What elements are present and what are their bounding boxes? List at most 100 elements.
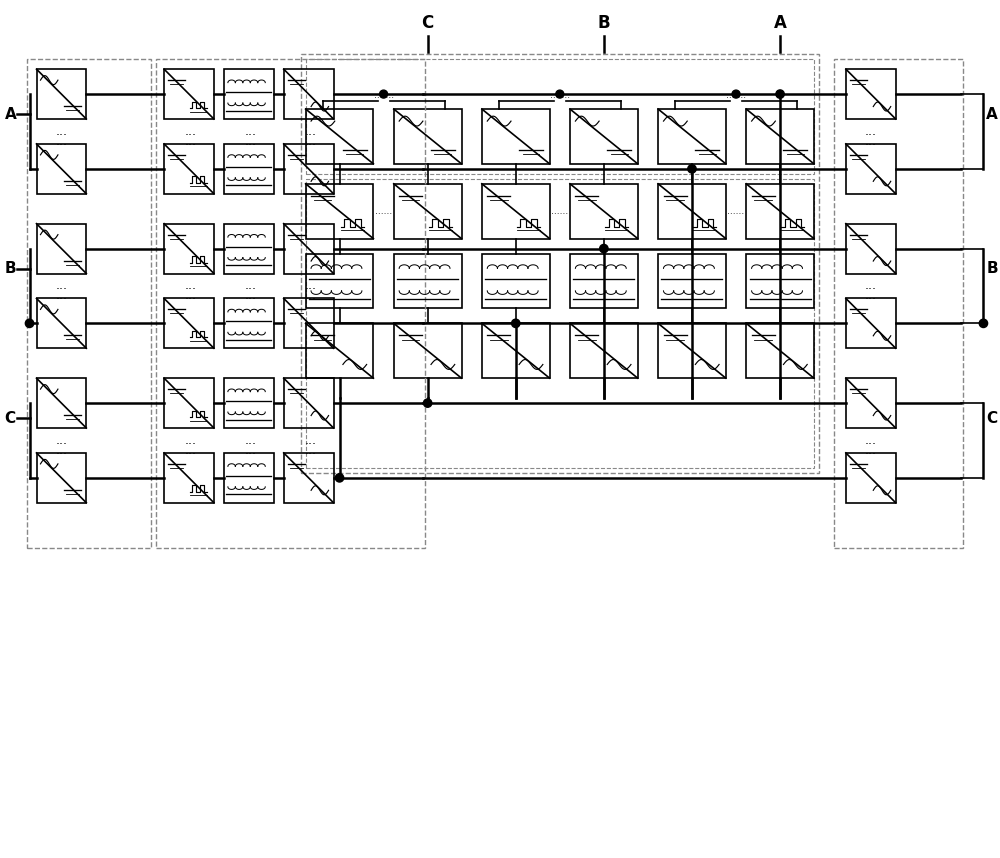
Bar: [284, 224, 334, 274]
Text: ...: ...: [305, 280, 317, 293]
Bar: [846, 378, 896, 428]
Text: B: B: [598, 15, 610, 33]
Text: ...: ...: [245, 280, 257, 293]
Text: ...: ...: [55, 444, 67, 457]
Text: ...: ...: [865, 434, 877, 447]
Text: ...: ...: [185, 434, 197, 447]
Bar: [164, 299, 214, 348]
Text: ...: ...: [305, 444, 317, 457]
Text: ...: ...: [865, 444, 877, 457]
Bar: [482, 109, 550, 164]
Circle shape: [25, 319, 34, 328]
Text: ...: ...: [55, 280, 67, 293]
Text: ...: ...: [185, 289, 197, 302]
Text: A: A: [986, 106, 998, 122]
Bar: [570, 184, 638, 239]
Bar: [306, 254, 373, 308]
Bar: [746, 109, 814, 164]
Text: ...: ...: [305, 434, 317, 447]
Bar: [284, 378, 334, 428]
Text: ...: ...: [185, 135, 197, 148]
Circle shape: [776, 90, 784, 99]
Text: ...: ...: [245, 125, 257, 138]
Bar: [284, 144, 334, 194]
Text: A: A: [774, 15, 787, 33]
Text: ...: ...: [185, 444, 197, 457]
Bar: [482, 184, 550, 239]
Bar: [284, 453, 334, 503]
Bar: [156, 59, 425, 547]
Bar: [394, 254, 462, 308]
Bar: [846, 224, 896, 274]
Bar: [394, 109, 462, 164]
Bar: [224, 144, 274, 194]
Text: ...: ...: [865, 280, 877, 293]
Text: ...: ...: [305, 289, 317, 302]
Bar: [658, 254, 726, 308]
Bar: [164, 144, 214, 194]
Bar: [224, 378, 274, 428]
Text: ...: ...: [305, 135, 317, 148]
Text: ...: ...: [865, 289, 877, 302]
Bar: [846, 299, 896, 348]
Bar: [37, 144, 86, 194]
Bar: [846, 144, 896, 194]
Text: .......: .......: [726, 91, 746, 100]
Text: ...: ...: [245, 434, 257, 447]
Bar: [482, 323, 550, 378]
Text: ...: ...: [55, 135, 67, 148]
Bar: [37, 299, 86, 348]
Text: C: C: [422, 15, 434, 33]
Text: ...: ...: [55, 125, 67, 138]
Bar: [27, 59, 151, 547]
Bar: [570, 109, 638, 164]
Bar: [658, 109, 726, 164]
Bar: [224, 224, 274, 274]
Bar: [306, 109, 373, 164]
Bar: [746, 323, 814, 378]
Circle shape: [335, 474, 344, 482]
Text: ...: ...: [185, 280, 197, 293]
Text: B: B: [986, 261, 998, 276]
Bar: [224, 299, 274, 348]
Text: .......: .......: [550, 91, 570, 100]
Bar: [306, 184, 373, 239]
Text: ...: ...: [245, 444, 257, 457]
Bar: [306, 178, 814, 468]
Bar: [746, 184, 814, 239]
Bar: [164, 224, 214, 274]
Text: ......: ......: [727, 207, 745, 215]
Bar: [846, 453, 896, 503]
Bar: [224, 453, 274, 503]
Bar: [658, 323, 726, 378]
Bar: [570, 323, 638, 378]
Circle shape: [512, 319, 520, 328]
Text: ...: ...: [245, 289, 257, 302]
Text: ......: ......: [375, 207, 392, 215]
Text: .......: .......: [374, 91, 394, 100]
Bar: [570, 254, 638, 308]
Bar: [37, 378, 86, 428]
Bar: [284, 299, 334, 348]
Bar: [164, 69, 214, 119]
Circle shape: [380, 90, 388, 98]
Bar: [37, 453, 86, 503]
Text: ...: ...: [55, 434, 67, 447]
Text: ...: ...: [245, 135, 257, 148]
Text: ...: ...: [305, 125, 317, 138]
Bar: [284, 69, 334, 119]
Bar: [834, 59, 963, 547]
Bar: [482, 254, 550, 308]
Text: ...: ...: [55, 289, 67, 302]
Text: A: A: [5, 106, 16, 122]
Circle shape: [688, 165, 696, 173]
Circle shape: [732, 90, 740, 98]
Bar: [37, 69, 86, 119]
Bar: [164, 378, 214, 428]
Circle shape: [979, 319, 988, 328]
Bar: [306, 323, 373, 378]
Bar: [301, 54, 819, 473]
Bar: [37, 224, 86, 274]
Text: C: C: [986, 410, 998, 426]
Bar: [164, 453, 214, 503]
